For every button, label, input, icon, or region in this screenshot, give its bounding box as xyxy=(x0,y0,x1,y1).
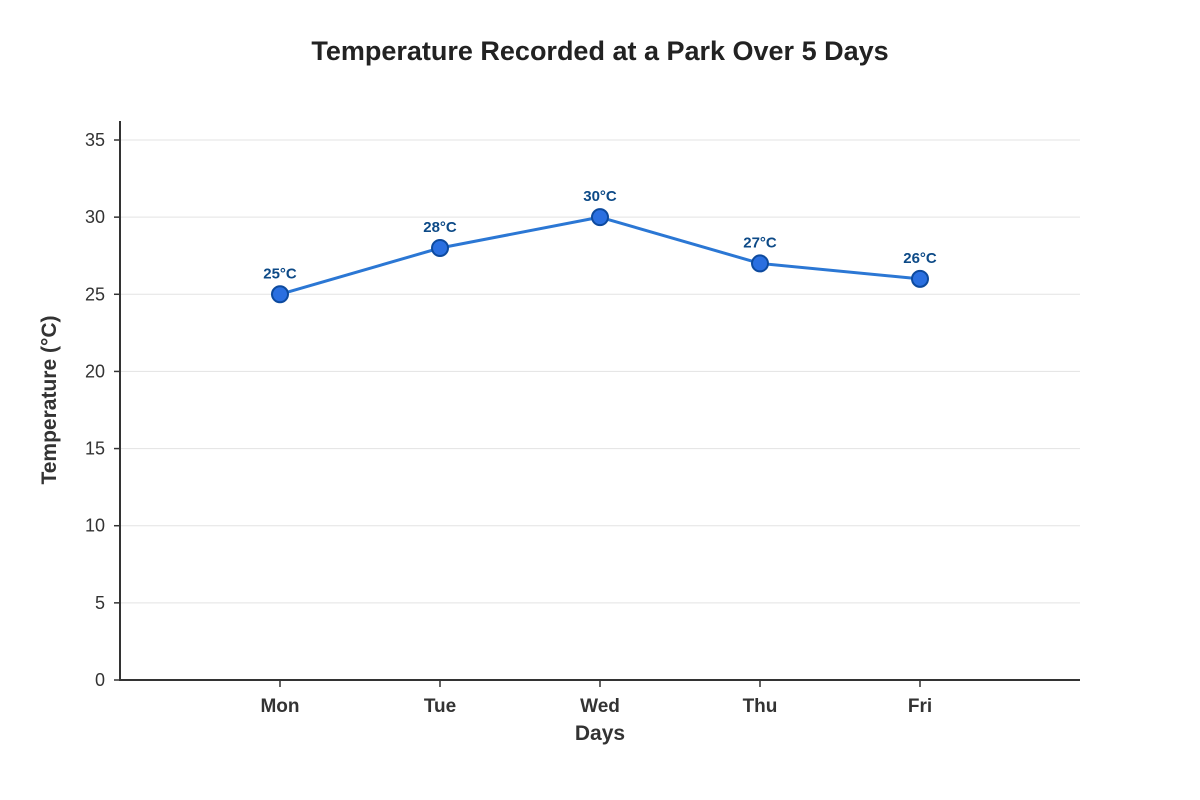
x-tick-label-tue: Tue xyxy=(424,696,456,717)
y-tick-label-5: 5 xyxy=(95,593,105,613)
data-label-thu: 27°C xyxy=(743,234,777,251)
data-point-thu xyxy=(751,254,769,273)
data-point-tue xyxy=(431,239,449,257)
axes: 0 5 10 15 20 25 30 35 Mon Tue Wed Thu Fri xyxy=(85,121,1080,717)
y-tick-label-20: 20 xyxy=(85,361,105,381)
y-tick-label-35: 35 xyxy=(85,130,105,150)
data-label-wed: 30°C xyxy=(583,188,617,205)
data-label-fri: 26°C xyxy=(903,250,937,267)
y-tick-label-10: 10 xyxy=(85,516,105,536)
data-label-mon: 25°C xyxy=(263,265,297,282)
x-axis-title: Days xyxy=(575,722,625,745)
data-point-wed xyxy=(591,208,609,227)
data-labels: 25°C 28°C 30°C 27°C 26°C xyxy=(263,188,937,282)
x-tick-label-wed: Wed xyxy=(580,696,620,717)
series-temperature xyxy=(271,208,929,304)
x-tick-label-thu: Thu xyxy=(743,696,778,717)
y-tick-label-0: 0 xyxy=(95,670,105,690)
y-tick-label-30: 30 xyxy=(85,207,105,227)
y-tick-label-15: 15 xyxy=(85,439,105,459)
data-label-tue: 28°C xyxy=(423,219,457,236)
chart-title: Temperature Recorded at a Park Over 5 Da… xyxy=(311,36,888,66)
y-axis-title: Temperature (°C) xyxy=(38,315,61,484)
data-point-fri xyxy=(911,269,929,288)
x-tick-label-fri: Fri xyxy=(908,696,932,717)
data-point-mon xyxy=(271,285,289,304)
x-tick-label-mon: Mon xyxy=(260,696,299,717)
y-tick-label-25: 25 xyxy=(85,284,105,304)
series-line xyxy=(278,215,922,296)
